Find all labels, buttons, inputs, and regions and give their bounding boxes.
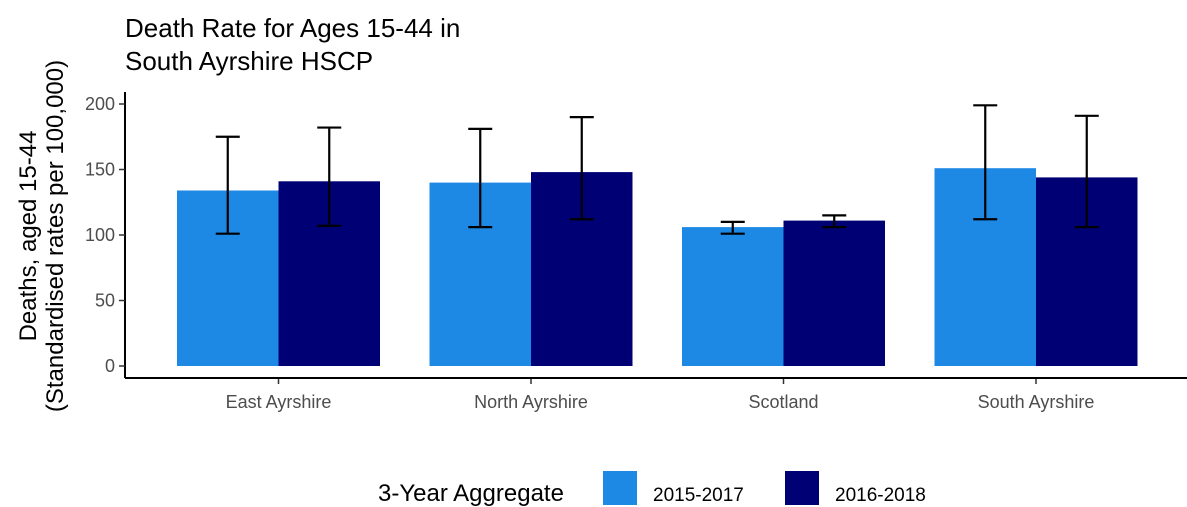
legend-label-2016-2018: 2016-2018	[835, 485, 926, 506]
chart-title: Death Rate for Ages 15-44 in South Ayrsh…	[125, 13, 460, 76]
chart-title-line-1: Death Rate for Ages 15-44 in	[125, 13, 460, 43]
error-bar-east-ayrshire-2016-2018	[317, 126, 342, 227]
bar-scotland-2015-2017	[682, 227, 784, 366]
x-tick-label: South Ayrshire	[978, 392, 1095, 412]
x-tick-label: Scotland	[748, 392, 818, 412]
error-bar-north-ayrshire-2016-2018	[569, 115, 594, 221]
y-tick-label: 100	[85, 225, 115, 245]
error-bar-north-ayrshire-2015-2017	[468, 127, 493, 229]
legend-label-2015-2017: 2015-2017	[653, 485, 744, 506]
error-bar-scotland-2016-2018	[822, 214, 847, 229]
error-bar-south-ayrshire-2016-2018	[1074, 114, 1099, 229]
legend-swatch-2016-2018	[785, 471, 819, 505]
legend-title: 3-Year Aggregate	[378, 480, 564, 507]
chart-title-line-2: South Ayrshire HSCP	[125, 46, 373, 76]
axes: East Ayrshire North Ayrshire Scotland South…	[85, 92, 1187, 412]
x-tick-label: East Ayrshire	[226, 392, 332, 412]
bar-scotland-2016-2018	[783, 220, 885, 366]
plot-area	[177, 104, 1138, 366]
y-axis-title-line-1: Deaths, aged 15-44	[15, 131, 42, 342]
y-axis-title-line-2: (Standardised rates per 100,000)	[42, 60, 69, 412]
error-bar-scotland-2015-2017	[720, 220, 745, 235]
y-tick-label: 150	[85, 160, 115, 180]
y-tick-label: 0	[105, 356, 115, 376]
error-bar-south-ayrshire-2015-2017	[973, 104, 998, 221]
legend: 3-Year Aggregate 2015-2017 2016-2018	[378, 471, 926, 507]
x-tick-label: North Ayrshire	[474, 392, 588, 412]
error-bar-east-ayrshire-2015-2017	[215, 135, 240, 235]
y-tick-label: 50	[95, 291, 115, 311]
y-axis-title: Deaths, aged 15-44 (Standardised rates p…	[15, 60, 69, 412]
y-tick-label: 200	[85, 94, 115, 114]
legend-swatch-2015-2017	[603, 471, 637, 505]
